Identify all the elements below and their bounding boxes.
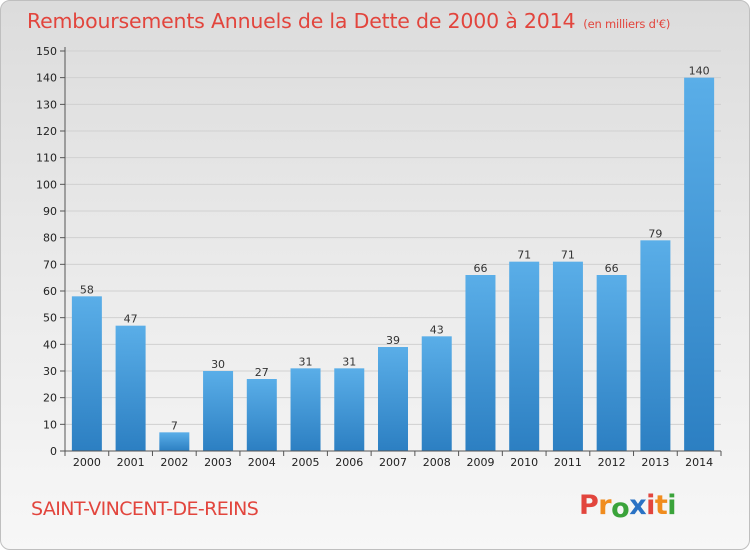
bar-2010 xyxy=(509,261,540,451)
x-tick-label-2013: 2013 xyxy=(641,456,669,469)
brand-letter: i xyxy=(667,490,677,521)
y-tick-label: 90 xyxy=(43,205,57,218)
brand-letter: r xyxy=(598,490,612,521)
y-tick-label: 110 xyxy=(36,152,57,165)
x-tick-label-2012: 2012 xyxy=(598,456,626,469)
value-label-2004: 27 xyxy=(255,366,269,379)
bar-2012 xyxy=(596,275,627,451)
x-tick-label-2011: 2011 xyxy=(554,456,582,469)
y-tick-label: 130 xyxy=(36,98,57,111)
y-tick-label: 100 xyxy=(36,178,57,191)
bar-2007 xyxy=(378,347,408,451)
x-tick-label-2007: 2007 xyxy=(379,456,407,469)
x-tick-label-2006: 2006 xyxy=(335,456,363,469)
value-label-2006: 31 xyxy=(342,355,356,368)
x-tick-label-2010: 2010 xyxy=(510,456,538,469)
y-tick-label: 120 xyxy=(36,125,57,138)
brand-letter: i xyxy=(646,490,655,521)
bar-2003 xyxy=(203,371,234,451)
value-label-2012: 66 xyxy=(605,262,619,275)
y-tick-label: 20 xyxy=(43,392,57,405)
value-label-2008: 43 xyxy=(430,323,444,336)
value-label-2010: 71 xyxy=(517,249,531,262)
bar-2009 xyxy=(465,275,496,451)
x-tick-label-2003: 2003 xyxy=(204,456,232,469)
bar-2011 xyxy=(552,261,583,451)
value-label-2001: 47 xyxy=(124,313,138,326)
y-tick-label: 30 xyxy=(43,365,57,378)
value-label-2005: 31 xyxy=(299,355,313,368)
y-tick-label: 40 xyxy=(43,338,57,351)
value-label-2009: 66 xyxy=(473,262,487,275)
brand-letter: x xyxy=(629,490,647,521)
bar-2004 xyxy=(246,379,277,451)
bar-2000 xyxy=(71,296,102,451)
value-label-2014: 140 xyxy=(689,65,710,78)
bar-2001 xyxy=(115,325,146,451)
chart-title: Remboursements Annuels de la Dette de 20… xyxy=(27,9,670,33)
brand-letter: o xyxy=(611,493,630,524)
x-tick-label-2000: 2000 xyxy=(73,456,101,469)
bar-2005 xyxy=(290,368,321,451)
bar-2002 xyxy=(159,432,190,451)
value-label-2003: 30 xyxy=(211,358,225,371)
bar-2013 xyxy=(640,240,671,451)
y-tick-label: 150 xyxy=(36,45,57,58)
value-label-2011: 71 xyxy=(561,249,575,262)
y-tick-label: 80 xyxy=(43,232,57,245)
x-tick-label-2004: 2004 xyxy=(248,456,276,469)
proxiti-logo[interactable]: Proxiti xyxy=(579,490,677,524)
brand-letter: t xyxy=(654,490,668,521)
x-tick-label-2014: 2014 xyxy=(685,456,713,469)
x-tick-label-2005: 2005 xyxy=(292,456,320,469)
y-tick-label: 70 xyxy=(43,258,57,271)
bar-2006 xyxy=(334,368,365,451)
bar-2014 xyxy=(684,77,715,452)
brand-letter: P xyxy=(579,490,599,521)
value-label-2007: 39 xyxy=(386,334,400,347)
value-label-2013: 79 xyxy=(648,227,662,240)
value-label-2002: 7 xyxy=(171,419,178,432)
y-tick-label: 10 xyxy=(43,418,57,431)
y-tick-label: 50 xyxy=(43,312,57,325)
title-text: Remboursements Annuels de la Dette de 20… xyxy=(27,9,576,33)
x-tick-label-2009: 2009 xyxy=(466,456,494,469)
bar-2008 xyxy=(421,336,452,451)
unit-label: (en milliers d'€) xyxy=(583,17,671,31)
x-tick-label-2002: 2002 xyxy=(160,456,188,469)
y-tick-label: 0 xyxy=(50,445,57,458)
y-tick-label: 60 xyxy=(43,285,57,298)
value-label-2000: 58 xyxy=(80,283,94,296)
y-tick-label: 140 xyxy=(36,72,57,85)
commune-name: SAINT-VINCENT-DE-REINS xyxy=(31,498,259,520)
x-tick-label-2008: 2008 xyxy=(423,456,451,469)
x-tick-label-2001: 2001 xyxy=(117,456,145,469)
